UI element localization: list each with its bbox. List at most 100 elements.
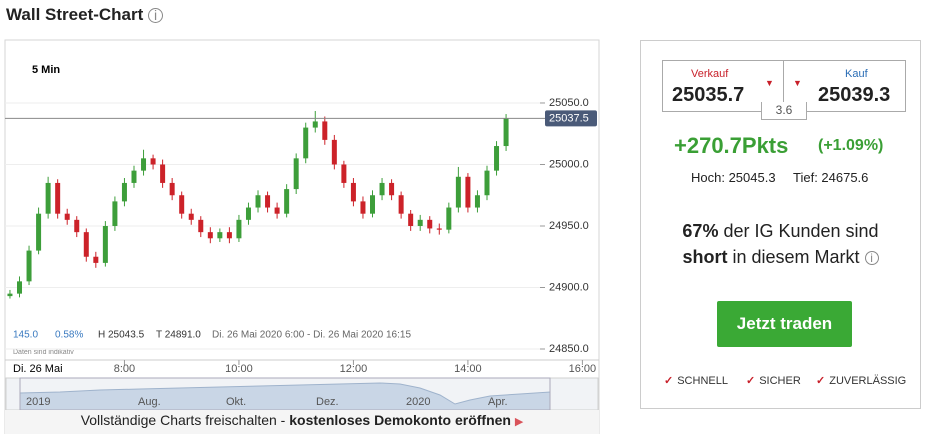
navigator-label: Apr. (488, 396, 508, 408)
candle-body (446, 207, 452, 230)
candle-body (322, 121, 328, 140)
navigator-label: Okt. (226, 396, 246, 408)
candle-body (379, 182, 385, 196)
candle-body (36, 213, 42, 251)
candle-body (45, 182, 51, 214)
day-low: Tief: 24675.6 (793, 170, 869, 185)
navigator-label: 2020 (406, 396, 430, 408)
navigator-label: Aug. (138, 396, 161, 408)
candle-body (427, 219, 433, 229)
interval-label[interactable]: 5 Min (32, 64, 60, 76)
candle-body (265, 195, 271, 208)
candle-body (207, 232, 213, 239)
candle-body (226, 232, 232, 239)
banner-arrow: ▶ (514, 416, 524, 428)
candle-body (389, 182, 395, 196)
divider (783, 60, 784, 111)
trade-panel (640, 40, 921, 409)
candle-body (455, 176, 461, 208)
trade-button[interactable]: Jetzt traden (717, 301, 852, 347)
banner[interactable]: Vollständige Charts freischalten - koste… (5, 412, 599, 428)
buy-arrow: ▼ (793, 78, 802, 88)
y-tick-label: 25050.0 (549, 97, 589, 109)
candle-body (131, 170, 137, 183)
candle-body (179, 195, 185, 214)
sentiment-line1: 67% der IG Kunden sind (640, 221, 921, 242)
banner-bg (5, 410, 599, 434)
sentiment-line2: short in diesem Markt i (640, 247, 921, 268)
candle-body (245, 207, 251, 220)
check-icon: ✓ (746, 375, 756, 387)
candle-body (217, 232, 223, 239)
banner-text: Vollständige Charts freischalten - (80, 412, 286, 428)
buy-price[interactable]: 25039.3 (818, 84, 891, 106)
candle-body (436, 228, 442, 230)
date-label: Di. 26 Mai (13, 363, 63, 375)
candle-body (83, 232, 89, 257)
candle-body (465, 176, 471, 208)
candle-body (293, 158, 299, 190)
navigator-area (19, 382, 551, 411)
candle-body (398, 195, 404, 214)
banner-link[interactable]: kostenloses Demokonto eröffnen (289, 412, 511, 428)
check-icon: ✓ (816, 375, 826, 387)
candle-body (198, 219, 204, 233)
candle-body (408, 213, 414, 226)
candle-body (331, 139, 337, 165)
info-icon[interactable]: i (864, 251, 879, 266)
candle-body (150, 158, 156, 165)
spread: 3.6 (761, 102, 807, 120)
sentiment-short: short (682, 247, 728, 267)
candle-body (360, 201, 366, 214)
candle-body (370, 195, 376, 214)
candle-body (141, 158, 147, 171)
y-tick-label: 24950.0 (549, 220, 589, 232)
change-pct: (+1.09%) (818, 137, 884, 154)
candle-body (102, 225, 108, 263)
candle-body (74, 219, 80, 233)
candle-body (284, 189, 290, 214)
candle-body (417, 219, 423, 226)
last-price-box (545, 110, 597, 127)
candle-body (474, 195, 480, 208)
candle-body (303, 127, 309, 159)
candle-body (484, 170, 490, 196)
change: +270.7Pkts (674, 133, 789, 158)
candle-body (236, 219, 242, 239)
buy-label: Kauf (845, 68, 868, 80)
candle-body (160, 164, 166, 183)
feature: ✓ SICHER (746, 374, 801, 387)
candle-body (93, 256, 99, 263)
candle-body (312, 121, 318, 128)
candle-body (169, 182, 175, 196)
candle-body (350, 182, 356, 202)
stat-low: T 24891.0 (156, 330, 201, 341)
candle-body (55, 182, 61, 214)
stat-change-pct: 0.58% (55, 330, 83, 341)
sell-price[interactable]: 25035.7 (672, 84, 745, 106)
sell-label: Verkauf (691, 68, 729, 80)
candle-body (188, 213, 194, 220)
check-icon: ✓ (664, 375, 674, 387)
x-tick-label: 12:00 (340, 363, 368, 375)
x-tick-label: 8:00 (114, 363, 135, 375)
candle-body (64, 213, 70, 220)
candle-body (503, 118, 509, 147)
navigator-label: Dez. (316, 396, 339, 408)
feature-text: ZUVERLÄSSIG (829, 375, 907, 387)
chart-frame (4, 39, 600, 434)
sell-arrow: ▼ (765, 78, 774, 88)
info-icon[interactable]: i (148, 8, 164, 23)
stat-high: H 25043.5 (98, 330, 145, 341)
candle-body (17, 281, 23, 294)
candle-body (7, 293, 13, 297)
feature: ✓ ZUVERLÄSSIG (816, 374, 906, 387)
y-tick-label: 24900.0 (549, 281, 589, 293)
feature-text: SICHER (759, 375, 801, 387)
feature: ✓ SCHNELL (664, 374, 728, 387)
title-text: Wall Street-Chart (6, 5, 144, 24)
y-tick-label: 25000.0 (549, 158, 589, 170)
candle-body (112, 201, 118, 226)
sentiment-pct: 67% (682, 221, 719, 241)
